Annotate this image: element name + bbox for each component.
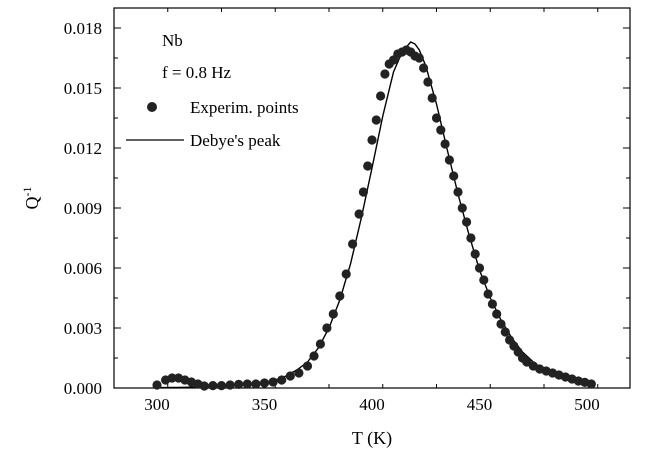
x-tick-label: 450 xyxy=(467,395,493,414)
y-axis-title-text: Q-1 xyxy=(20,187,42,210)
debye-peak-series xyxy=(156,41,588,389)
y-tick-label: 0.012 xyxy=(64,139,102,158)
y-tick-label: 0.000 xyxy=(64,379,102,398)
experimental-point xyxy=(419,63,429,73)
legend-marker-experimental-points xyxy=(147,102,157,112)
experimental-point xyxy=(367,135,377,145)
experimental-point xyxy=(363,161,373,171)
axis-tick-labels: 300 350 400 450 500 0.000 0.003 0.006 0.009 0.012… xyxy=(64,19,600,414)
experimental-point xyxy=(199,381,209,391)
x-axis-title: T (K) xyxy=(352,428,392,449)
experimental-point xyxy=(427,93,437,103)
experimental-point xyxy=(152,380,162,390)
experimental-point xyxy=(496,319,506,329)
experimental-point xyxy=(354,209,364,219)
x-tick-label: 300 xyxy=(144,395,170,414)
y-tick-label: 0.015 xyxy=(64,79,102,98)
experimental-point xyxy=(268,377,278,387)
experimental-point xyxy=(234,379,244,389)
experimental-point xyxy=(328,309,338,319)
legend: Experim. points Debye's peak xyxy=(126,98,299,150)
experimental-point xyxy=(167,373,177,383)
experimental-point xyxy=(294,368,304,378)
x-tick-label: 400 xyxy=(359,395,385,414)
experimental-point xyxy=(470,249,480,259)
x-tick-label: 500 xyxy=(574,395,600,414)
experimental-point xyxy=(251,379,261,389)
experimental-point xyxy=(449,171,459,181)
experimental-point xyxy=(462,217,472,227)
experimental-point xyxy=(302,361,313,371)
experimental-point xyxy=(348,239,358,249)
legend-label-experimental-points: Experim. points xyxy=(190,98,299,117)
experimental-point xyxy=(466,233,476,243)
y-tick-label: 0.009 xyxy=(64,199,102,218)
annotation-frequency: f = 0.8 Hz xyxy=(162,63,232,82)
experimental-point xyxy=(285,371,295,381)
experimental-point xyxy=(225,380,235,390)
experimental-point xyxy=(341,269,351,279)
legend-label-debye-peak: Debye's peak xyxy=(190,131,281,150)
experimental-point xyxy=(444,155,454,165)
experimental-point xyxy=(335,291,345,301)
experimental-point xyxy=(500,327,510,337)
experimental-points-series xyxy=(152,45,596,391)
experimental-point xyxy=(586,379,596,389)
experimental-point xyxy=(479,275,489,285)
experimental-point xyxy=(309,351,319,361)
experimental-point xyxy=(431,113,442,123)
debye-peak-line xyxy=(156,41,588,389)
experimental-point xyxy=(322,323,332,333)
experimental-point xyxy=(487,299,497,309)
experimental-point xyxy=(436,125,446,135)
y-axis-title-sup: -1 xyxy=(20,187,34,197)
x-tick-label: 350 xyxy=(252,395,278,414)
y-tick-label: 0.018 xyxy=(64,19,102,38)
experimental-point xyxy=(358,187,368,197)
experimental-point xyxy=(277,375,287,385)
experimental-point xyxy=(216,381,227,391)
experimental-point xyxy=(376,91,386,101)
experimental-point xyxy=(259,378,270,388)
experimental-point xyxy=(483,289,493,299)
y-tick-label: 0.003 xyxy=(64,319,102,338)
plot-frame xyxy=(113,7,631,389)
experimental-point xyxy=(380,69,390,79)
experimental-point xyxy=(315,339,325,349)
annotation-material: Nb xyxy=(162,31,183,50)
experimental-point xyxy=(474,263,485,273)
experimental-point xyxy=(423,77,433,87)
experimental-point xyxy=(492,309,502,319)
experimental-point xyxy=(242,379,252,389)
experimental-point xyxy=(414,53,424,63)
experimental-point xyxy=(440,139,450,149)
axis-ticks xyxy=(113,8,630,389)
y-tick-label: 0.006 xyxy=(64,259,102,278)
experimental-point xyxy=(457,203,467,213)
experimental-point xyxy=(208,381,218,391)
y-axis-title-base: Q xyxy=(22,197,42,210)
experimental-point xyxy=(371,115,381,125)
y-axis-title: Q-1 xyxy=(20,187,42,210)
experimental-point xyxy=(453,187,463,197)
